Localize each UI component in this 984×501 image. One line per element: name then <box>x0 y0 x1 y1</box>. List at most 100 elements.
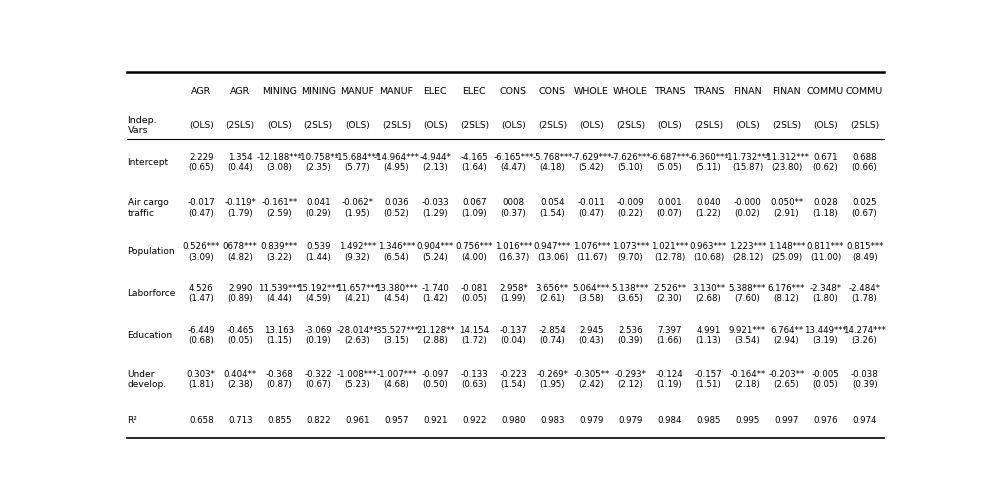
Text: 0.539
(1.44): 0.539 (1.44) <box>305 242 332 262</box>
Text: 0.036
(0.52): 0.036 (0.52) <box>384 198 409 218</box>
Text: 11.539***
(4.44): 11.539*** (4.44) <box>258 284 301 304</box>
Text: -0.269*
(1.95): -0.269* (1.95) <box>536 370 569 389</box>
Text: MANUF: MANUF <box>379 87 413 96</box>
Text: 0.526***
(3.09): 0.526*** (3.09) <box>183 242 219 262</box>
Text: MINING: MINING <box>262 87 297 96</box>
Text: 0.303*
(1.81): 0.303* (1.81) <box>187 370 215 389</box>
Text: 0678***
(4.82): 0678*** (4.82) <box>222 242 258 262</box>
Text: 0.997: 0.997 <box>774 416 799 425</box>
Text: 0.658: 0.658 <box>189 416 214 425</box>
Text: (OLS): (OLS) <box>423 121 448 130</box>
Text: Intercept: Intercept <box>128 158 168 167</box>
Text: WHOLE: WHOLE <box>574 87 609 96</box>
Text: -0.157
(1.51): -0.157 (1.51) <box>695 370 722 389</box>
Text: 13.380***
(4.54): 13.380*** (4.54) <box>375 284 418 304</box>
Text: COMMU: COMMU <box>846 87 884 96</box>
Text: -7.626***
(5.10): -7.626*** (5.10) <box>610 153 650 172</box>
Text: -0.137
(0.04): -0.137 (0.04) <box>500 326 527 345</box>
Text: 3.130**
(2.68): 3.130** (2.68) <box>692 284 725 304</box>
Text: 0.974: 0.974 <box>852 416 877 425</box>
Text: -7.629***
(5.42): -7.629*** (5.42) <box>572 153 612 172</box>
Text: (2SLS): (2SLS) <box>694 121 723 130</box>
Text: 5.388***
(7.60): 5.388*** (7.60) <box>729 284 767 304</box>
Text: 0.040
(1.22): 0.040 (1.22) <box>696 198 721 218</box>
Text: 1.354
(0.44): 1.354 (0.44) <box>227 153 253 172</box>
Text: (OLS): (OLS) <box>501 121 525 130</box>
Text: 0.671
(0.62): 0.671 (0.62) <box>813 153 838 172</box>
Text: -4.944*
(2.13): -4.944* (2.13) <box>419 153 452 172</box>
Text: -6.360***
(5.11): -6.360*** (5.11) <box>688 153 729 172</box>
Text: -0.133
(0.63): -0.133 (0.63) <box>461 370 488 389</box>
Text: -0.097
(0.50): -0.097 (0.50) <box>421 370 449 389</box>
Text: 0.921: 0.921 <box>423 416 448 425</box>
Text: 0.028
(1.18): 0.028 (1.18) <box>813 198 838 218</box>
Text: 21.128**
(2.88): 21.128** (2.88) <box>416 326 455 345</box>
Text: Laborforce: Laborforce <box>128 289 176 298</box>
Text: 14.154
(1.72): 14.154 (1.72) <box>460 326 489 345</box>
Text: 0.025
(0.67): 0.025 (0.67) <box>852 198 878 218</box>
Text: -6.687***
(5.05): -6.687*** (5.05) <box>649 153 690 172</box>
Text: AGR: AGR <box>191 87 212 96</box>
Text: 1.076***
(11.67): 1.076*** (11.67) <box>573 242 610 262</box>
Text: -0.033
(1.29): -0.033 (1.29) <box>421 198 450 218</box>
Text: 9.921***
(3.54): 9.921*** (3.54) <box>729 326 767 345</box>
Text: 0.404**
(2.38): 0.404** (2.38) <box>223 370 257 389</box>
Text: (2SLS): (2SLS) <box>382 121 411 130</box>
Text: 2.945
(0.43): 2.945 (0.43) <box>579 326 604 345</box>
Text: CONS: CONS <box>539 87 566 96</box>
Text: (2SLS): (2SLS) <box>304 121 333 130</box>
Text: -0.164**
(2.18): -0.164** (2.18) <box>729 370 766 389</box>
Text: -0.038
(0.39): -0.038 (0.39) <box>851 370 879 389</box>
Text: (OLS): (OLS) <box>267 121 291 130</box>
Text: 3.656**
(2.61): 3.656** (2.61) <box>536 284 569 304</box>
Text: MANUF: MANUF <box>340 87 374 96</box>
Text: 0.855: 0.855 <box>267 416 291 425</box>
Text: -0.017
(0.47): -0.017 (0.47) <box>187 198 215 218</box>
Text: 1.492***
(9.32): 1.492*** (9.32) <box>338 242 376 262</box>
Text: 0.054
(1.54): 0.054 (1.54) <box>539 198 565 218</box>
Text: FINAN: FINAN <box>733 87 762 96</box>
Text: -0.119*
(1.79): -0.119* (1.79) <box>224 198 256 218</box>
Text: -0.305**
(2.42): -0.305** (2.42) <box>574 370 609 389</box>
Text: -10.758**
(2.35): -10.758** (2.35) <box>297 153 339 172</box>
Text: -2.484*
(1.78): -2.484* (1.78) <box>848 284 881 304</box>
Text: (OLS): (OLS) <box>657 121 682 130</box>
Text: FINAN: FINAN <box>772 87 801 96</box>
Text: 0.983: 0.983 <box>540 416 565 425</box>
Text: COMMU: COMMU <box>807 87 844 96</box>
Text: 4.526
(1.47): 4.526 (1.47) <box>188 284 215 304</box>
Text: 0.688
(0.66): 0.688 (0.66) <box>852 153 878 172</box>
Text: -11.312***
(23.80): -11.312*** (23.80) <box>764 153 810 172</box>
Text: -0.011
(0.47): -0.011 (0.47) <box>578 198 605 218</box>
Text: 2.536
(0.39): 2.536 (0.39) <box>618 326 644 345</box>
Text: -15.684***
(5.77): -15.684*** (5.77) <box>335 153 380 172</box>
Text: (OLS): (OLS) <box>579 121 604 130</box>
Text: 0.822: 0.822 <box>306 416 331 425</box>
Text: (2SLS): (2SLS) <box>538 121 567 130</box>
Text: CONS: CONS <box>500 87 526 96</box>
Text: TRANS: TRANS <box>653 87 685 96</box>
Text: 13.163
(1.15): 13.163 (1.15) <box>265 326 294 345</box>
Text: R²: R² <box>128 416 138 425</box>
Text: 0.963***
(10.68): 0.963*** (10.68) <box>690 242 727 262</box>
Text: MINING: MINING <box>301 87 336 96</box>
Text: -0.124
(1.19): -0.124 (1.19) <box>655 370 683 389</box>
Text: (OLS): (OLS) <box>735 121 760 130</box>
Text: Population: Population <box>128 247 175 257</box>
Text: 0.985: 0.985 <box>697 416 720 425</box>
Text: 1.016***
(16.37): 1.016*** (16.37) <box>495 242 532 262</box>
Text: 6.764**
(2.94): 6.764** (2.94) <box>769 326 803 345</box>
Text: -0.062*
(1.95): -0.062* (1.95) <box>341 198 373 218</box>
Text: 1.148***
(25.09): 1.148*** (25.09) <box>768 242 805 262</box>
Text: -0.223
(1.54): -0.223 (1.54) <box>500 370 527 389</box>
Text: 0008
(0.37): 0008 (0.37) <box>501 198 526 218</box>
Text: -0.005
(0.05): -0.005 (0.05) <box>812 370 839 389</box>
Text: 1.021***
(12.78): 1.021*** (12.78) <box>650 242 688 262</box>
Text: -1.740
(1.42): -1.740 (1.42) <box>421 284 450 304</box>
Text: 0.922: 0.922 <box>462 416 487 425</box>
Text: 13.449***
(3.19): 13.449*** (3.19) <box>804 326 847 345</box>
Text: (OLS): (OLS) <box>189 121 214 130</box>
Text: -0.322
(0.67): -0.322 (0.67) <box>304 370 333 389</box>
Text: 0.050**
(2.91): 0.050** (2.91) <box>769 198 803 218</box>
Text: Indep.
Vars: Indep. Vars <box>128 116 157 135</box>
